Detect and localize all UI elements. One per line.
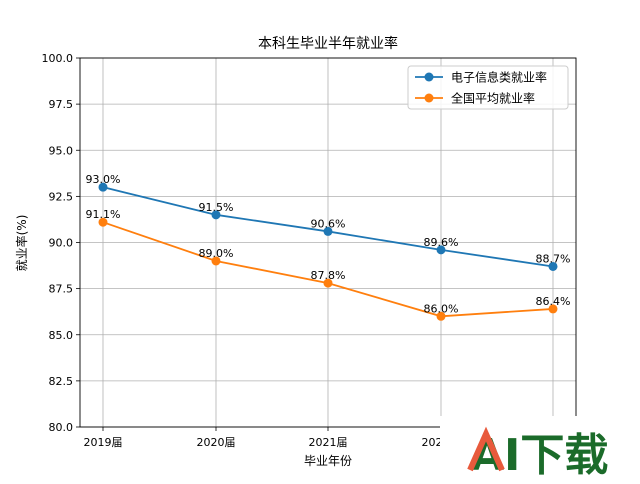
data-point xyxy=(323,226,333,236)
x-tick-label: 2019届 xyxy=(84,436,123,449)
y-tick-label: 92.5 xyxy=(49,190,74,203)
data-point xyxy=(436,311,446,321)
data-label: 89.6% xyxy=(424,236,459,249)
y-tick-label: 80.0 xyxy=(49,421,74,434)
y-axis-label: 就业率(%) xyxy=(14,215,29,272)
y-tick-label: 82.5 xyxy=(49,375,74,388)
y-tick-label: 85.0 xyxy=(49,329,74,342)
x-tick-label: 2021届 xyxy=(309,436,348,449)
legend-box xyxy=(407,65,569,110)
data-label: 88.7% xyxy=(536,252,571,265)
data-labels: 93.0% 91.5% 90.6% 89.6% 88.7% 91.1% 89.0% 87.8%… xyxy=(86,173,571,315)
series-group xyxy=(98,182,558,321)
data-point xyxy=(211,256,221,266)
data-label: 90.6% xyxy=(311,217,346,230)
data-point xyxy=(548,261,558,271)
data-label: 87.8% xyxy=(311,269,346,282)
legend-marker xyxy=(424,72,434,82)
data-label: 93.0% xyxy=(86,173,121,186)
watermark-logo: AI下载 xyxy=(440,416,640,481)
y-tick-label: 97.5 xyxy=(49,98,74,111)
y-tick-label: 100.0 xyxy=(42,52,74,65)
data-label: 91.5% xyxy=(199,201,234,214)
axes: 80.0 82.5 85.0 87.5 90.0 92.5 95.0 97.5 100.0 201… xyxy=(42,52,577,449)
y-tick-label: 87.5 xyxy=(49,283,74,296)
data-point xyxy=(211,210,221,220)
y-tick-label: 90.0 xyxy=(49,237,74,250)
data-point xyxy=(548,304,558,314)
data-point xyxy=(98,217,108,227)
x-tick-label: 2020届 xyxy=(197,436,236,449)
y-tick-label: 95.0 xyxy=(49,144,74,157)
chart-title: 本科生毕业半年就业率 xyxy=(258,35,398,52)
legend-marker xyxy=(424,93,434,103)
data-label: 89.0% xyxy=(199,247,234,260)
watermark-accent xyxy=(467,426,505,472)
data-label: 86.4% xyxy=(536,295,571,308)
data-point xyxy=(98,182,108,192)
data-label: 91.1% xyxy=(86,208,121,221)
plot-frame xyxy=(79,57,577,428)
data-point xyxy=(436,245,446,255)
data-point xyxy=(323,278,333,288)
legend-label: 全国平均就业率 xyxy=(451,91,535,106)
legend-label: 电子信息类就业率 xyxy=(451,70,547,85)
data-label: 86.0% xyxy=(424,302,459,315)
x-axis-label: 毕业年份 xyxy=(304,454,352,468)
